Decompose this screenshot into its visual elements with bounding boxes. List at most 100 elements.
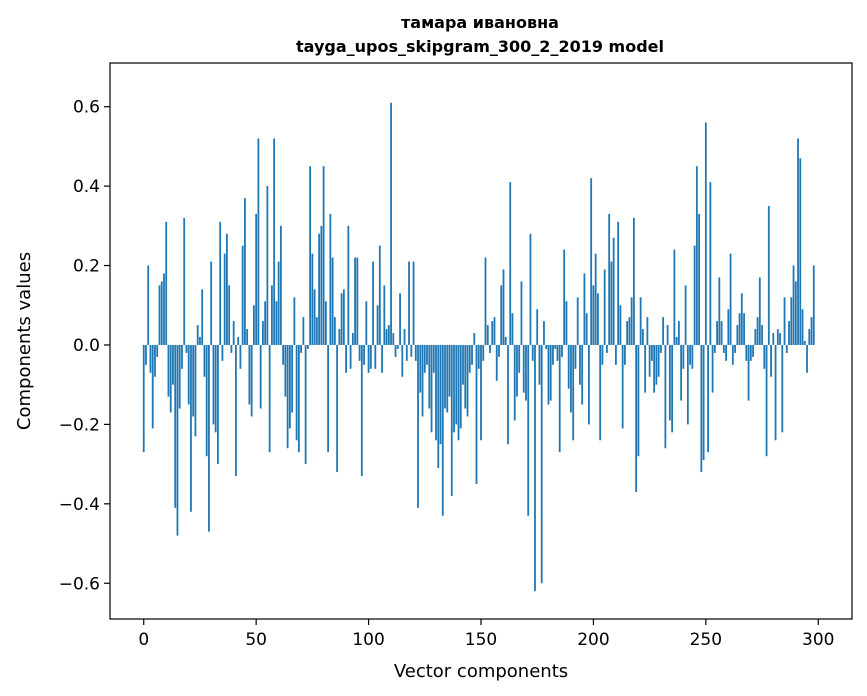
- bar: [765, 344, 768, 457]
- bar: [419, 344, 422, 393]
- bar: [698, 213, 700, 345]
- bar: [459, 344, 462, 429]
- bar: [172, 344, 174, 385]
- y-tick-label: −0.4: [59, 495, 100, 515]
- bar: [489, 344, 491, 353]
- bar: [142, 344, 145, 453]
- bar: [151, 344, 154, 429]
- bar: [491, 321, 494, 345]
- bar: [378, 245, 381, 345]
- bar: [752, 344, 754, 357]
- bar: [336, 344, 338, 473]
- bar: [477, 344, 480, 369]
- x-axis-label: Vector components: [394, 661, 568, 682]
- bar: [633, 217, 635, 345]
- bar: [702, 344, 705, 461]
- bar: [385, 329, 388, 345]
- bar: [203, 344, 206, 377]
- bar: [315, 317, 318, 345]
- bar: [363, 344, 365, 365]
- bar: [324, 301, 327, 345]
- bar: [163, 273, 165, 345]
- x-tick-label: 150: [465, 630, 497, 650]
- bar: [552, 344, 554, 365]
- bar: [394, 344, 397, 357]
- bar: [758, 277, 761, 345]
- bar: [603, 269, 606, 345]
- bar: [421, 344, 424, 417]
- bar: [167, 344, 170, 397]
- bar: [624, 344, 626, 365]
- bar: [453, 344, 455, 433]
- bar: [212, 344, 215, 425]
- bar: [736, 325, 739, 345]
- bar: [740, 293, 743, 345]
- bar: [185, 344, 188, 353]
- bar: [650, 344, 653, 361]
- bar: [581, 344, 584, 405]
- x-tick-label: 300: [802, 630, 834, 650]
- bar: [223, 253, 226, 345]
- bar: [518, 344, 521, 373]
- bar: [210, 261, 213, 345]
- y-tick-label: 0.6: [73, 98, 100, 118]
- bar: [462, 344, 464, 385]
- bar: [329, 213, 332, 345]
- y-tick-label: −0.6: [59, 574, 100, 594]
- bar: [693, 245, 696, 345]
- bar: [367, 344, 370, 373]
- bar: [648, 344, 651, 377]
- bar: [466, 344, 469, 417]
- bar: [659, 344, 662, 353]
- bar: [516, 344, 518, 397]
- bar: [331, 257, 334, 345]
- bar: [554, 344, 557, 349]
- bar: [387, 325, 390, 345]
- bar: [527, 344, 530, 516]
- bar: [405, 344, 408, 361]
- bar: [572, 344, 575, 441]
- bar: [790, 297, 793, 345]
- bar: [729, 253, 732, 345]
- bar: [471, 344, 473, 365]
- bar: [302, 317, 305, 345]
- bar: [293, 297, 296, 345]
- y-axis-label: Components values: [14, 252, 35, 430]
- bar: [259, 344, 262, 409]
- bar: [154, 344, 156, 377]
- bar: [226, 233, 228, 345]
- bar: [493, 317, 496, 345]
- y-tick-label: −0.2: [59, 415, 100, 435]
- bar: [441, 344, 444, 516]
- bar: [610, 261, 613, 345]
- bar: [484, 257, 487, 345]
- bar: [653, 344, 656, 393]
- bar: [340, 293, 343, 345]
- bar: [414, 344, 417, 361]
- x-tick-label: 50: [245, 630, 267, 650]
- bar: [241, 245, 244, 345]
- bar: [590, 178, 593, 345]
- bar: [529, 233, 532, 345]
- bar: [709, 182, 712, 345]
- bar: [313, 289, 316, 345]
- bar: [430, 344, 433, 433]
- bar: [365, 301, 368, 345]
- bar: [396, 344, 399, 349]
- bar: [644, 344, 647, 393]
- bar: [781, 344, 784, 433]
- bar: [507, 344, 509, 445]
- bar: [549, 344, 552, 401]
- x-tick-label: 0: [138, 630, 149, 650]
- bar: [538, 344, 541, 385]
- bar: [734, 344, 736, 353]
- bar: [228, 285, 231, 345]
- bar: [801, 309, 804, 345]
- bar: [383, 285, 386, 345]
- bar: [716, 321, 718, 345]
- bar: [509, 182, 512, 345]
- chart-title: тамара ивановна: [401, 13, 559, 32]
- bar: [513, 344, 516, 421]
- bar: [504, 337, 507, 345]
- bar: [664, 344, 667, 449]
